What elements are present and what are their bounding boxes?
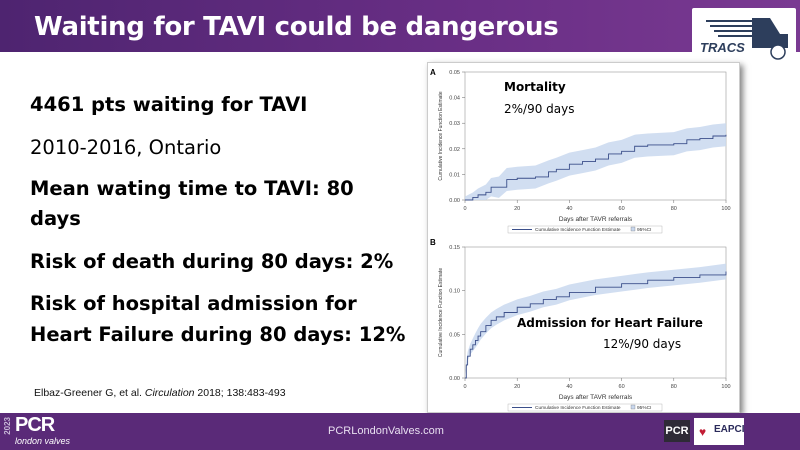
eapci-text: EAPCI: [714, 424, 745, 435]
y-axis-label: Cumulative Incidence Function Estimate: [438, 268, 444, 357]
mortality-title: Mortality: [504, 80, 566, 94]
cif-line: [465, 134, 727, 201]
y-tick-label: 0.00: [449, 198, 460, 204]
x-axis-label: Days after TAVR referrals: [559, 394, 633, 401]
legend-ci-swatch: [630, 404, 636, 410]
legend-cif: Cumulative Incidence Function Estimate: [535, 227, 621, 233]
slide-title: Waiting for TAVI could be dangerous: [34, 12, 559, 42]
x-axis-label: Days after TAVR referrals: [559, 216, 633, 223]
citation-details: 2018; 138:483-493: [194, 387, 286, 399]
y-tick-label: 0.05: [449, 332, 460, 338]
legend-ci-swatch: [630, 226, 636, 232]
svg-text:TRACS: TRACS: [700, 40, 745, 55]
y-tick-label: 0.00: [449, 376, 460, 382]
y-tick-label: 0.15: [449, 245, 460, 251]
header-bar: [0, 0, 800, 52]
x-tick-label: 20: [514, 206, 520, 212]
bullet-hf-risk-cont: Heart Failure during 80 days: 12%: [30, 323, 406, 346]
x-tick-label: 0: [463, 206, 466, 212]
footer-brand: PCR: [15, 414, 55, 436]
x-tick-label: 60: [619, 206, 625, 212]
bullet-death-risk: Risk of death during 80 days: 2%: [30, 250, 394, 273]
eapci-logo: ♥ EAPCI: [694, 418, 745, 445]
legend-ci: 95%CI: [637, 227, 651, 233]
bullet-period: 2010-2016, Ontario: [30, 136, 222, 159]
legend-box: [507, 225, 663, 234]
x-tick-label: 0: [463, 384, 466, 390]
citation-journal: Circulation: [144, 387, 195, 399]
plot-frame: [464, 246, 727, 379]
x-tick-label: 40: [566, 206, 572, 212]
x-tick-label: 80: [671, 384, 677, 390]
y-axis-label: Cumulative Incidence Function Estimate: [438, 91, 444, 180]
panel-label: A: [430, 68, 436, 77]
x-tick-label: 60: [619, 384, 625, 390]
legend-ci: 95%CI: [637, 405, 651, 411]
legend-cif: Cumulative Incidence Function Estimate: [535, 405, 621, 411]
y-tick-label: 0.05: [449, 70, 460, 76]
y-tick-label: 0.03: [449, 121, 460, 127]
hf-subtitle: 12%/90 days: [603, 337, 682, 351]
x-tick-label: 100: [721, 206, 730, 212]
citation: Elbaz-Greener G, et al. Circulation 2018…: [34, 387, 286, 399]
y-tick-label: 0.10: [449, 289, 460, 295]
x-tick-label: 100: [721, 384, 730, 390]
footer-url[interactable]: PCRLondonValves.com: [328, 425, 444, 437]
pcr-logo: PCR: [664, 420, 690, 442]
bullet-waiting-time: Mean wating time to TAVI: 80: [30, 177, 354, 200]
hf-title: Admission for Heart Failure: [517, 316, 703, 330]
x-tick-label: 80: [671, 206, 677, 212]
citation-authors: Elbaz-Greener G, et al.: [34, 387, 145, 399]
y-tick-label: 0.04: [449, 96, 460, 102]
bullet-waiting-time-cont: days: [30, 207, 81, 230]
panel-label: B: [430, 238, 436, 247]
heart-icon: ♥: [699, 425, 707, 439]
cif-line: [465, 271, 727, 379]
bullet-hf-risk: Risk of hospital admission for: [30, 292, 357, 315]
bullet-patients: 4461 pts waiting for TAVI: [30, 93, 308, 116]
x-tick-label: 20: [514, 384, 520, 390]
mortality-subtitle: 2%/90 days: [504, 102, 575, 116]
legend-box: [507, 403, 663, 412]
figure-panel: A 0.00 0.01 0.02 0.03 0.04 0.05 0 20 40 60 80 100 Day…: [427, 62, 740, 413]
footer-year: 2023: [3, 417, 12, 435]
footer-sub: london valves: [15, 436, 71, 446]
y-tick-label: 0.01: [449, 172, 460, 178]
x-tick-label: 40: [566, 384, 572, 390]
km-charts: A 0.00 0.01 0.02 0.03 0.04 0.05 0 20 40 60 80 100 Day…: [430, 68, 731, 412]
tracs-logo: TRACS: [692, 8, 796, 64]
footer-bar: 2023 PCR london valves PCR ♥ EAPCI: [0, 413, 800, 450]
y-tick-label: 0.02: [449, 147, 460, 153]
